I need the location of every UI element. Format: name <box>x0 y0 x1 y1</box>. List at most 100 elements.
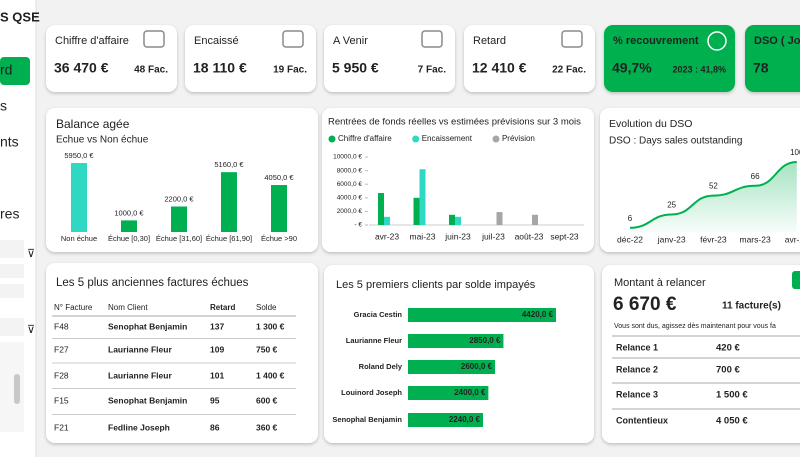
x-tick-label: avr-23 <box>375 231 399 241</box>
value-label: 66 <box>751 172 760 181</box>
table-cell: 750 € <box>256 344 278 354</box>
y-tick-label: Laurianne Fleur <box>346 336 402 345</box>
chart-title: Balance agée <box>56 117 130 131</box>
card-bg <box>46 263 318 443</box>
value-label: 2240,0 € <box>449 415 481 424</box>
table-cell: 360 € <box>256 422 278 432</box>
table-cell: F15 <box>54 395 69 405</box>
y-tick-label: 4000,0 € <box>337 195 363 202</box>
kpi-label: Retard <box>473 35 506 47</box>
scrollbar <box>14 374 20 404</box>
card-bg <box>604 25 735 92</box>
x-tick-label: Échue [61,90] <box>206 234 252 243</box>
table-cell: Laurianne Fleur <box>108 370 172 380</box>
table-cell: F28 <box>54 370 69 380</box>
nav-item[interactable]: res <box>0 206 19 222</box>
kpi-value: 12 410 € <box>472 60 527 76</box>
y-tick-label: 2000,0 € <box>337 208 363 215</box>
row-value: 700 € <box>716 365 740 376</box>
table-header: Nom Client <box>108 303 148 312</box>
row-value: 4 050 € <box>716 416 748 427</box>
card-bg <box>322 108 594 252</box>
y-tick-label: 6000,0 € <box>337 181 363 188</box>
table-cell: Fedline Joseph <box>108 422 170 432</box>
nav-active-bg <box>0 57 30 85</box>
x-tick-label: mai-23 <box>410 231 436 241</box>
row-value: 1 500 € <box>716 390 748 401</box>
bar <box>408 360 496 374</box>
kpi-count: 2023 : 41,8% <box>672 64 726 74</box>
nav-item[interactable]: nts <box>0 134 19 150</box>
bar <box>271 185 287 232</box>
table-cell: F21 <box>54 422 69 432</box>
card: Retard 12 410 € 22 Fac. <box>464 25 595 92</box>
y-tick-label: Gracia Cestin <box>354 310 403 319</box>
table-cell: F27 <box>54 344 69 354</box>
card-bg <box>46 108 318 252</box>
bar <box>378 193 384 225</box>
y-tick-label: 8000,0 € <box>337 167 363 174</box>
x-tick-label: avr-23 <box>785 234 800 244</box>
filter-box <box>0 240 24 258</box>
legend-label: Chiffre d'affaire <box>338 134 392 143</box>
action-button[interactable] <box>792 271 800 289</box>
nav-item[interactable]: s <box>0 98 7 114</box>
table-title: Les 5 plus anciennes factures échues <box>56 277 249 289</box>
bar <box>408 334 504 348</box>
filter-list <box>0 342 24 432</box>
table-cell: 101 <box>210 370 224 380</box>
bar <box>413 197 420 225</box>
chart-title: Les 5 premiers clients par solde impayés <box>336 279 536 291</box>
x-tick-label: juil-23 <box>481 231 505 241</box>
kpi-count: 7 Fac. <box>418 65 447 76</box>
card: Balance agée Echue vs Non échue 5950,0 € No… <box>46 108 318 252</box>
note: Vous sont dus, agissez dès maintenant po… <box>614 323 776 330</box>
legend-swatch <box>328 135 336 143</box>
kpi-icon <box>421 30 443 48</box>
x-tick-label: Non échue <box>61 234 97 243</box>
nav-item[interactable]: rd <box>0 62 12 78</box>
card: Montant à relancer 6 670 € 11 facture(s) Vo… <box>602 265 800 443</box>
table-cell: Laurianne Fleur <box>108 344 172 354</box>
bar <box>449 214 455 225</box>
kpi-value: 18 110 € <box>193 60 247 76</box>
kpi-label: A Venir <box>333 35 368 47</box>
kpi-label: Chiffre d'affaire <box>55 35 129 47</box>
table-cell: 137 <box>210 321 224 331</box>
legend-swatch <box>412 135 420 143</box>
row-label: Contentieux <box>616 415 668 425</box>
value-label: 5160,0 € <box>214 160 244 169</box>
y-tick-label: 10000,0 € <box>333 154 362 161</box>
row-value: 420 € <box>716 343 740 354</box>
y-tick-label: Roland Dely <box>359 362 403 371</box>
filter-icon: ⊽ <box>27 324 35 336</box>
legend-swatch <box>492 135 500 143</box>
bar <box>532 214 538 225</box>
value-label: 2850,0 € <box>469 336 501 345</box>
y-tick-label: Louinord Joseph <box>341 388 402 397</box>
card: Encaissé 18 110 € 19 Fac. <box>185 25 316 92</box>
value-label: 4420,0 € <box>522 310 554 319</box>
value-label: 25 <box>667 201 676 210</box>
invoice-count: 11 facture(s) <box>722 301 781 312</box>
value-label: 2200,0 € <box>164 194 194 203</box>
card: Rentrées de fonds réelles vs estimées pr… <box>322 108 594 252</box>
line <box>629 161 797 229</box>
kpi-value: 36 470 € <box>54 60 109 76</box>
kpi-value: 78 <box>753 60 769 76</box>
kpi-icon <box>561 30 583 48</box>
bar <box>496 212 503 225</box>
kpi-label: Encaissé <box>194 35 239 47</box>
kpi-count: 48 Fac. <box>134 65 168 76</box>
table-cell: 1 300 € <box>256 321 285 331</box>
x-tick-label: Échue [0,30] <box>108 234 150 243</box>
card: A Venir 5 950 € 7 Fac. <box>324 25 455 92</box>
kpi-icon <box>707 31 727 51</box>
value-label: 2600,0 € <box>461 362 493 371</box>
x-tick-label: sept-23 <box>550 231 579 241</box>
sidebar-content: S QSE rd s nts res <box>0 9 40 222</box>
table-cell: Senophat Benjamin <box>108 395 187 405</box>
bar <box>408 413 484 427</box>
logo: S QSE <box>0 9 40 24</box>
